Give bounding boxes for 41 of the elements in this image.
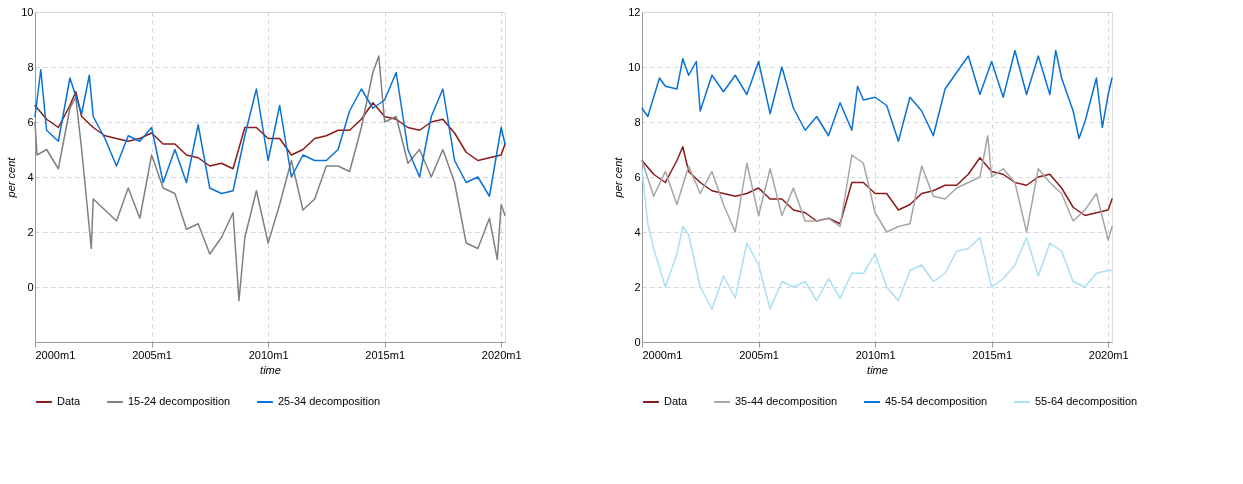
x-tick-label: 2020m1 — [1088, 348, 1129, 361]
x-tick-label: 2005m1 — [739, 348, 779, 361]
legend-label: 35-44 decomposition — [735, 395, 838, 407]
x-tick-label: 2010m1 — [855, 348, 896, 361]
x-tick-label: 2000m1 — [642, 348, 683, 361]
legend-label: 55-64 decomposition — [1035, 395, 1138, 407]
legend-label: 15-24 decomposition — [128, 395, 231, 407]
y-tick-label: 2 — [27, 225, 34, 238]
x-axis-title: time — [867, 363, 888, 376]
line-series — [34, 55, 506, 302]
y-tick-label: 8 — [634, 115, 641, 128]
line-series — [34, 91, 506, 170]
y-tick-label: 4 — [634, 225, 641, 238]
legend-label: Data — [664, 395, 689, 407]
x-axis-title: time — [260, 363, 281, 376]
y-axis-title: per cent — [612, 156, 625, 199]
y-tick-label: 10 — [21, 5, 34, 18]
line-series — [641, 168, 1113, 310]
legend-label: 45-54 decomposition — [885, 395, 988, 407]
x-tick-label: 2005m1 — [132, 348, 172, 361]
y-tick-label: 10 — [628, 60, 641, 73]
y-axis-title: per cent — [5, 156, 18, 199]
line-series — [641, 135, 1113, 241]
y-tick-label: 0 — [634, 335, 641, 348]
y-tick-label: 12 — [628, 5, 641, 18]
legend-label: 25-34 decomposition — [278, 395, 381, 407]
y-tick-label: 6 — [634, 170, 641, 183]
line-series — [34, 69, 506, 197]
y-tick-label: 2 — [634, 280, 641, 293]
legend-label: Data — [57, 395, 82, 407]
x-tick-label: 2010m1 — [248, 348, 289, 361]
x-tick-label: 2015m1 — [365, 348, 406, 361]
line-series — [641, 146, 1113, 225]
x-tick-label: 2015m1 — [972, 348, 1013, 361]
y-tick-label: 0 — [27, 280, 34, 293]
y-tick-label: 8 — [27, 60, 34, 73]
x-tick-label: 2000m1 — [35, 348, 76, 361]
line-series — [641, 49, 1113, 142]
y-tick-label: 6 — [27, 115, 34, 128]
y-tick-label: 4 — [27, 170, 34, 183]
x-tick-label: 2020m1 — [481, 348, 522, 361]
